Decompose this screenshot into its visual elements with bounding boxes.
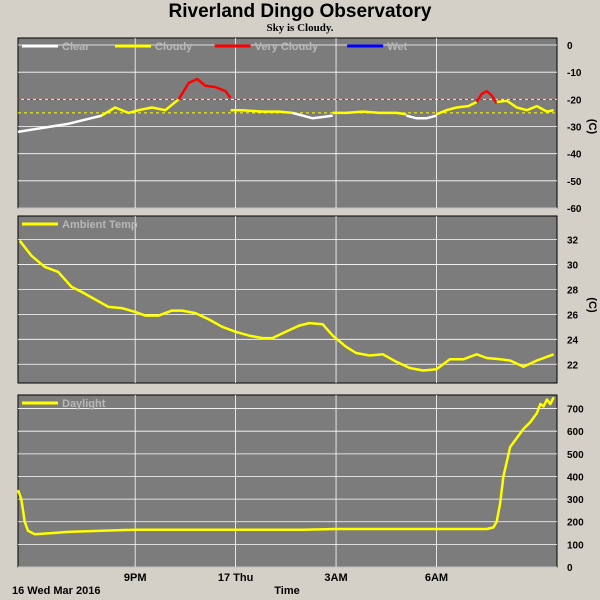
y-tick-label: 28 xyxy=(567,285,579,296)
y-tick-label: -10 xyxy=(567,68,582,79)
series-line-very-cloudy xyxy=(177,77,232,100)
x-tick-label: 3AM xyxy=(324,572,347,584)
y-tick-label: 30 xyxy=(567,260,579,271)
legend-label: Clear xyxy=(62,41,90,53)
y-tick-label: 26 xyxy=(567,310,579,321)
series-line-clear xyxy=(17,114,102,134)
series-line-cloudy xyxy=(230,108,293,115)
y-tick-label: 300 xyxy=(567,495,584,506)
y-tick-label: 700 xyxy=(567,405,584,416)
chart-panels: 0 -10 -20 -30 -40 -50 -60 (C) Clear Cloudy Very Cl… xyxy=(16,37,598,574)
x-axis-label: Time xyxy=(274,585,299,597)
y-axis-label: (C) xyxy=(586,119,598,135)
plot-area xyxy=(17,394,558,568)
plot-area xyxy=(17,37,558,209)
x-tick-label: 9PM xyxy=(124,572,147,584)
y-tick-label: -40 xyxy=(567,150,582,161)
series-line-cloudy xyxy=(332,110,407,116)
plot-area xyxy=(17,215,558,384)
series-line-ambient-temp xyxy=(18,239,555,372)
x-tick-label: 17 Thu xyxy=(218,572,253,584)
y-tick-label: 32 xyxy=(567,235,579,246)
y-tick-label: 400 xyxy=(567,472,584,483)
series-line-clear xyxy=(405,114,437,120)
series-line-cloudy xyxy=(496,99,554,113)
y-tick-label: -30 xyxy=(567,123,582,134)
series-line-very-cloudy xyxy=(475,89,498,105)
x-tick-label: 6AM xyxy=(425,572,448,584)
y-tick-label: 600 xyxy=(567,427,584,438)
legend-label: Very Cloudy xyxy=(255,41,319,53)
y-tick-label: 0 xyxy=(567,41,573,52)
series-line-cloudy xyxy=(101,98,180,117)
y-tick-label: -50 xyxy=(567,177,582,188)
y-tick-label: 500 xyxy=(567,450,584,461)
y-tick-label: 24 xyxy=(567,335,579,346)
legend-label: Ambient Temp xyxy=(62,219,138,231)
y-tick-label: 100 xyxy=(567,540,584,551)
legend-label: Cloudy xyxy=(155,41,193,53)
panel-temp: 32 30 28 26 24 22 (C) Ambient Temp xyxy=(17,215,598,384)
sky-status-subtitle: Sky is Cloudy. xyxy=(266,22,334,34)
chart-title: Riverland Dingo Observatory xyxy=(168,1,432,22)
date-label: 16 Wed Mar 2016 xyxy=(12,585,100,597)
panel-sky: 0 -10 -20 -30 -40 -50 -60 (C) Clear Cloudy Very Cl… xyxy=(17,37,598,215)
legend-label: Wet xyxy=(387,41,407,53)
y-tick-label: -20 xyxy=(567,95,582,106)
y-axis-label: (C) xyxy=(586,297,598,313)
series-line-daylight xyxy=(16,396,555,536)
y-tick-label: 22 xyxy=(567,360,579,371)
x-axis: 9PM 17 Thu 3AM 6AM 16 Wed Mar 2016 Time xyxy=(12,572,448,597)
panel-light: 700 600 500 400 300 200 100 0 Daylight xyxy=(16,394,584,574)
series-line-clear xyxy=(292,111,333,120)
y-tick-label: 200 xyxy=(567,518,584,529)
y-tick-label: 0 xyxy=(567,563,573,574)
y-tick-label: -60 xyxy=(567,204,582,215)
legend-label: Daylight xyxy=(62,398,106,410)
series-line-cloudy xyxy=(436,100,478,116)
